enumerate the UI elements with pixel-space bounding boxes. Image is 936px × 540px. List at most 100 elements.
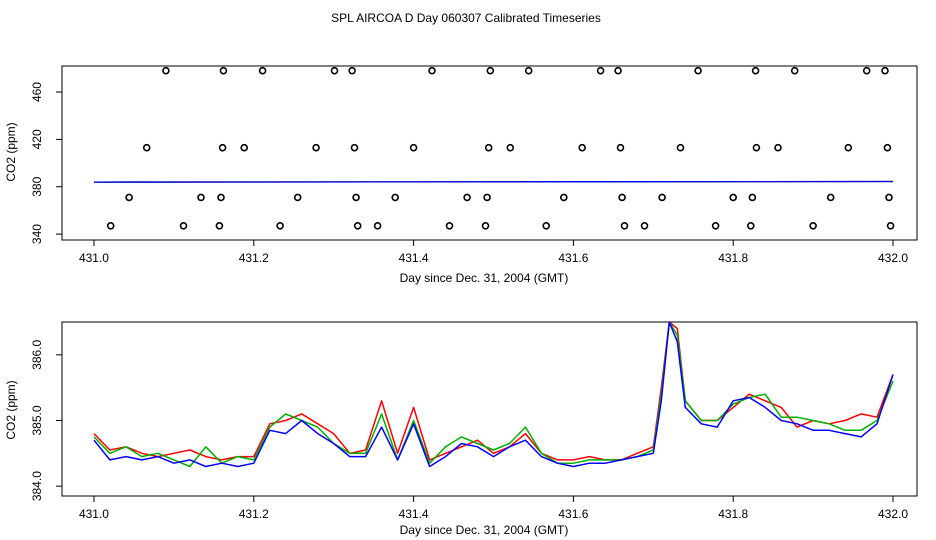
bottom-panel: 431.0 431.2 431.4 431.6 431.8 432.0 384.0 385.… <box>4 321 918 537</box>
top-points-layer <box>106 66 895 230</box>
top-data-point <box>620 222 629 230</box>
bottom-series-line-2 <box>93 321 894 468</box>
top-data-point <box>506 143 515 152</box>
top-x-tick-label: 431.0 <box>79 251 109 265</box>
bottom-y-axis-label: CO2 (ppm) <box>4 380 18 439</box>
top-data-point <box>484 143 493 152</box>
top-data-point <box>748 193 757 202</box>
top-y-tick-label: 340 <box>30 224 44 244</box>
bottom-series-line-1 <box>93 321 894 461</box>
top-data-point <box>391 193 400 202</box>
top-data-point <box>886 222 895 230</box>
top-data-point <box>729 193 738 202</box>
top-data-point <box>276 222 284 230</box>
top-y-tick-label: 380 <box>30 176 44 196</box>
top-data-point <box>524 66 533 75</box>
top-data-point <box>258 66 267 75</box>
bottom-series-line-3 <box>93 321 894 468</box>
bottom-x-tick-label: 432.0 <box>878 507 908 521</box>
top-data-point <box>142 143 151 152</box>
bottom-y-tick-label: 385.0 <box>30 405 44 435</box>
top-data-point <box>483 193 491 202</box>
bottom-plot-frame <box>61 321 918 497</box>
top-x-tick-label: 431.4 <box>399 251 429 265</box>
top-data-point <box>559 193 568 202</box>
bottom-x-tick-label: 431.2 <box>239 507 269 521</box>
bottom-y-tick-label: 386.0 <box>30 339 44 369</box>
top-data-point <box>217 193 225 202</box>
top-data-point <box>373 222 382 230</box>
bottom-x-tick-label: 431.4 <box>399 507 429 521</box>
top-data-point <box>179 222 188 230</box>
top-data-point <box>711 222 720 230</box>
top-data-point <box>883 143 892 152</box>
bottom-x-axis: 431.0 431.2 431.4 431.6 431.8 432.0 <box>79 496 908 521</box>
top-data-point <box>312 143 320 152</box>
top-data-point <box>219 66 228 75</box>
top-data-point <box>658 193 666 202</box>
top-data-point <box>578 143 587 152</box>
top-data-point <box>353 222 362 230</box>
top-data-point <box>881 66 889 75</box>
top-data-point <box>350 143 359 152</box>
top-x-axis-label: Day since Dec. 31, 2004 (GMT) <box>400 271 569 285</box>
bottom-y-axis: 384.0 385.0 386.0 <box>30 339 62 501</box>
top-data-point <box>445 222 454 230</box>
top-x-axis: 431.0 431.2 431.4 431.6 431.8 432.0 <box>79 240 908 265</box>
top-data-point <box>618 193 626 202</box>
top-data-point <box>826 193 835 202</box>
top-data-point <box>409 143 418 152</box>
top-data-point <box>752 143 761 152</box>
top-series-line-3 <box>93 180 894 183</box>
top-data-point <box>463 193 471 202</box>
top-data-point <box>106 222 115 230</box>
top-data-point <box>614 66 622 75</box>
top-data-point <box>640 222 649 230</box>
top-series-layer <box>93 180 894 183</box>
top-data-point <box>125 193 133 202</box>
top-x-tick-label: 431.2 <box>239 251 269 265</box>
top-x-tick-label: 431.6 <box>558 251 588 265</box>
top-data-point <box>542 222 551 230</box>
top-y-axis: 340 380 420 460 <box>30 82 62 244</box>
top-data-point <box>596 66 605 75</box>
top-plot-frame <box>61 65 918 241</box>
chart-title: SPL AIRCOA D Day 060307 Calibrated Times… <box>331 11 601 25</box>
top-data-point <box>694 66 702 75</box>
top-data-point <box>428 66 436 75</box>
top-data-point <box>218 143 227 152</box>
bottom-x-tick-label: 431.8 <box>718 507 748 521</box>
top-x-tick-label: 431.8 <box>718 251 748 265</box>
top-data-point <box>746 222 755 230</box>
bottom-series-layer <box>93 321 894 468</box>
bottom-x-tick-label: 431.6 <box>558 507 588 521</box>
top-data-point <box>197 193 205 202</box>
top-data-point <box>809 222 817 230</box>
bottom-y-tick-label: 384.0 <box>30 471 44 501</box>
top-data-point <box>862 66 871 75</box>
top-data-point <box>885 193 893 202</box>
top-panel: 431.0 431.2 431.4 431.6 431.8 432.0 340 380 420… <box>4 65 918 285</box>
bottom-x-tick-label: 431.0 <box>79 507 109 521</box>
top-data-point <box>790 66 799 75</box>
top-data-point <box>348 66 356 75</box>
top-data-point <box>616 143 625 152</box>
top-data-point <box>293 193 302 202</box>
top-data-point <box>486 66 495 75</box>
top-data-point <box>481 222 490 230</box>
top-data-point <box>352 193 360 202</box>
top-y-axis-label: CO2 (ppm) <box>4 122 18 181</box>
top-data-point <box>240 143 248 152</box>
bottom-x-axis-label: Day since Dec. 31, 2004 (GMT) <box>400 523 569 537</box>
top-data-point <box>676 143 685 152</box>
top-y-tick-label: 420 <box>30 129 44 149</box>
top-data-point <box>774 143 782 152</box>
top-data-point <box>751 66 760 75</box>
top-y-tick-label: 460 <box>30 82 44 102</box>
top-data-point <box>162 66 170 75</box>
top-data-point <box>330 66 339 75</box>
top-x-tick-label: 432.0 <box>878 251 908 265</box>
top-data-point <box>844 143 853 152</box>
top-data-point <box>215 222 224 230</box>
